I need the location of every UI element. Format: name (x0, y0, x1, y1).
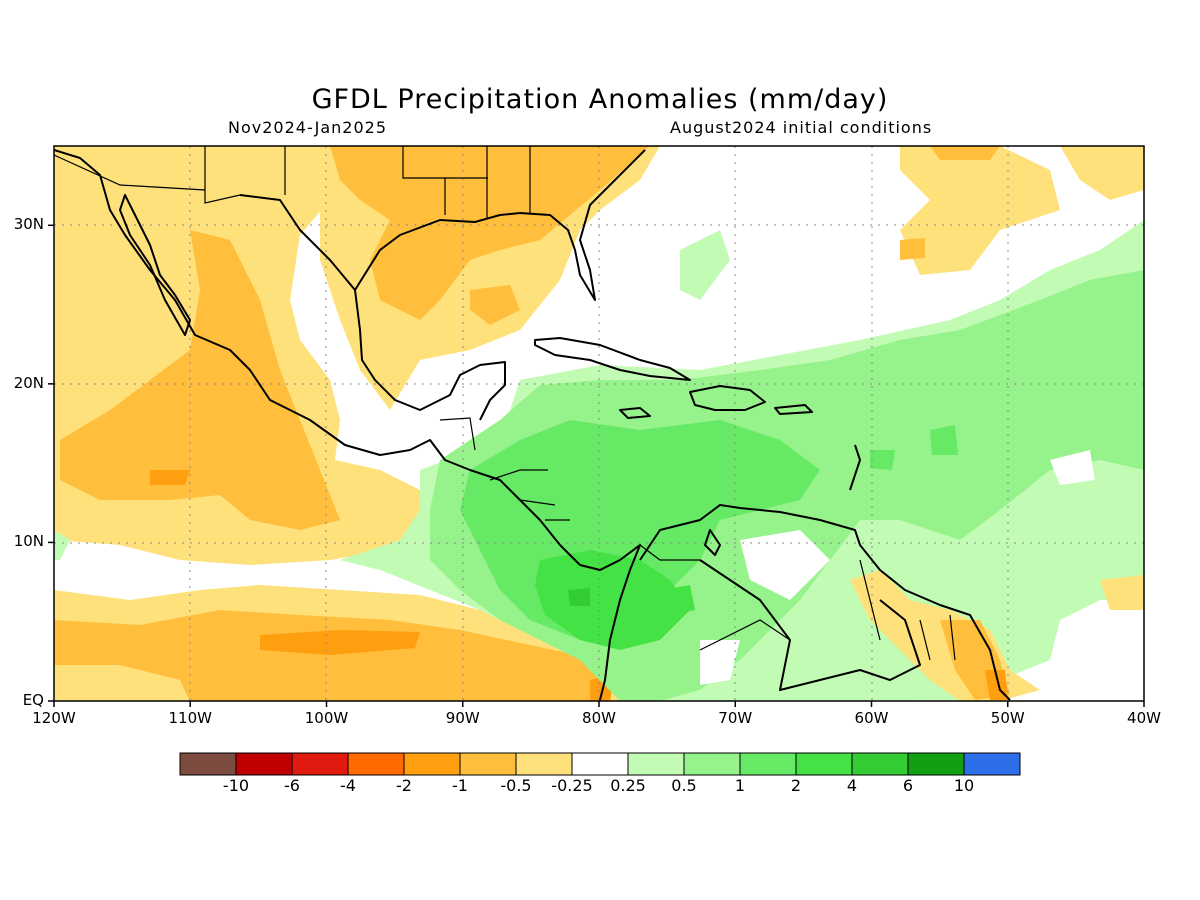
lon-tick-label: 90W (445, 709, 480, 727)
lon-tick-label: 100W (304, 709, 349, 727)
colorbar-tick-label: -6 (284, 776, 300, 795)
colorbar-swatch (963, 752, 1021, 776)
lon-tick-label: 40W (1127, 709, 1161, 727)
colorbar-tick-label: -10 (222, 776, 250, 795)
colorbar-tick-label: 0.25 (610, 776, 646, 795)
colorbar-swatch (459, 752, 517, 776)
colorbar-swatch (347, 752, 405, 776)
colorbar-tick-label: 6 (902, 776, 914, 795)
colorbar-swatch (291, 752, 349, 776)
colorbar-swatch (683, 752, 741, 776)
colorbar-swatch (907, 752, 965, 776)
colorbar (179, 752, 1021, 776)
political-boundaries (54, 146, 956, 661)
colorbar-tick-label: -0.5 (500, 776, 532, 795)
colorbar-tick-label: 1 (734, 776, 746, 795)
lat-lon-grid (54, 146, 1144, 701)
colorbar-swatch (403, 752, 461, 776)
colorbar-tick-label: 2 (790, 776, 802, 795)
lat-tick-label: 30N (13, 215, 44, 234)
lon-tick-label: 60W (854, 709, 889, 727)
region-panama-colombia-wet (535, 550, 690, 650)
colorbar-tick-label: 10 (953, 776, 975, 795)
colorbar-swatch (515, 752, 573, 776)
colorbar-tick-label: -2 (396, 776, 412, 795)
lat-tick-label: EQ (22, 691, 44, 709)
lon-tick-label: 120W (32, 709, 76, 727)
colorbar-swatch (571, 752, 629, 776)
anomaly-field (54, 146, 1144, 701)
colorbar-tick-label: -0.25 (551, 776, 593, 795)
lat-tick-label: 20N (13, 373, 44, 392)
colorbar-tick-label: 4 (846, 776, 858, 795)
colorbar-tick-label: -1 (452, 776, 468, 795)
lon-tick-label: 70W (718, 709, 753, 727)
forecast-period: Nov2024-Jan2025 (228, 118, 387, 137)
colorbar-swatch (627, 752, 685, 776)
colorbar-swatch (795, 752, 853, 776)
colorbar-swatch (235, 752, 293, 776)
colorbar-swatch (851, 752, 909, 776)
colorbar-swatch (179, 752, 237, 776)
colorbar-tick-label: -4 (340, 776, 356, 795)
colorbar-tick-label: 0.5 (671, 776, 697, 795)
lon-tick-label: 110W (168, 709, 212, 727)
chart-title: GFDL Precipitation Anomalies (mm/day) (311, 84, 889, 115)
lon-tick-label: 50W (990, 709, 1025, 727)
colorbar-swatch (739, 752, 797, 776)
lon-tick-label: 80W (582, 709, 616, 727)
initial-conditions: August2024 initial conditions (670, 118, 933, 137)
lat-tick-label: 10N (13, 532, 44, 551)
